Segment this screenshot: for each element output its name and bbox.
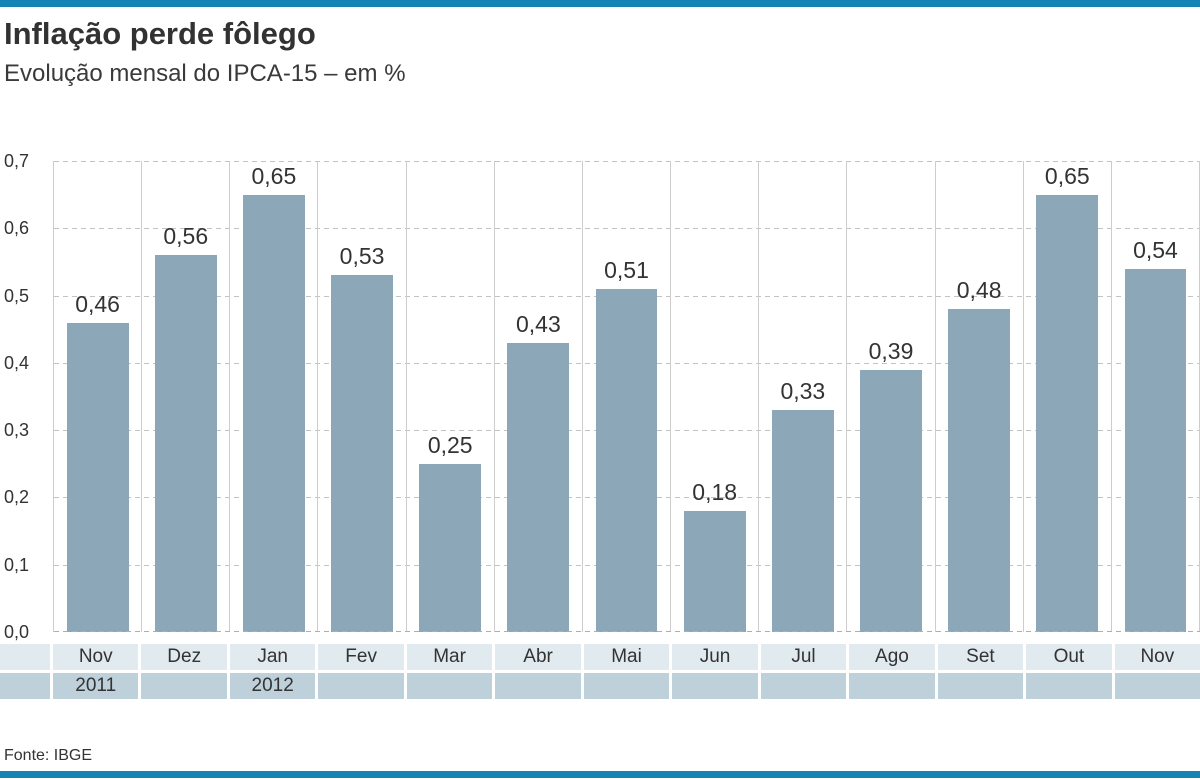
year-cell xyxy=(406,673,493,699)
bar-value-label: 0,18 xyxy=(692,478,738,505)
y-axis: 0,0 0,1 0,2 0,3 0,4 0,5 0,6 0,7 xyxy=(0,151,50,642)
year-cell xyxy=(1114,673,1200,699)
chart-column: 0,18 xyxy=(671,161,760,632)
month-cell: Dez xyxy=(141,644,227,670)
y-tick-label: 0,0 xyxy=(4,622,30,642)
month-cell: Mai xyxy=(583,644,670,670)
bar-value-label: 0,25 xyxy=(427,431,473,458)
month-band: Nov Dez Jan Fev Mar Abr Mai Jun Jul Ago Set Out Nov xyxy=(0,644,1200,670)
bar-value-label: 0,39 xyxy=(868,337,914,364)
year-cell: 2011 xyxy=(53,673,139,699)
chart-column: 0,46 xyxy=(54,161,143,632)
bar xyxy=(331,275,393,632)
month-cell: Jul xyxy=(760,644,847,670)
year-cell xyxy=(141,673,227,699)
bar xyxy=(1124,268,1187,632)
bar-value-label: 0,46 xyxy=(75,290,120,317)
year-cell xyxy=(760,673,847,699)
y-tick-label: 0,1 xyxy=(4,555,30,575)
bar xyxy=(507,342,570,632)
bar xyxy=(242,194,305,632)
month-cell: Set xyxy=(937,644,1024,670)
columns: 0,46 0,56 0,65 0,53 0,25 0,43 0,51 0,18 0,33 0,39… xyxy=(54,161,1200,632)
month-cell: Out xyxy=(1026,644,1112,670)
bar xyxy=(771,409,834,632)
month-cell: Mar xyxy=(406,644,493,670)
chart-column: 0,56 xyxy=(142,161,231,632)
y-tick-label: 0,3 xyxy=(4,420,30,440)
month-cell: Jan xyxy=(229,644,316,670)
month-cell: Fev xyxy=(318,644,404,670)
gridline xyxy=(54,161,1200,162)
y-tick-label: 0,2 xyxy=(4,487,30,507)
page-subtitle: Evolução mensal do IPCA-15 – em % xyxy=(4,60,406,87)
bar xyxy=(683,510,746,632)
chart-column: 0,25 xyxy=(407,161,495,632)
chart-column: 0,33 xyxy=(759,161,848,632)
bar-value-label: 0,51 xyxy=(604,256,649,283)
source-note: Fonte: IBGE xyxy=(4,747,93,764)
plot-area: 0,46 0,56 0,65 0,53 0,25 0,43 0,51 0,18 0,33 0,39… xyxy=(53,161,1200,632)
chart-column: 0,48 xyxy=(936,161,1024,632)
bar xyxy=(1036,194,1099,632)
year-cell xyxy=(1026,673,1112,699)
year-cell xyxy=(583,673,670,699)
year-cell xyxy=(849,673,935,699)
chart-column: 0,54 xyxy=(1112,161,1200,632)
year-cell xyxy=(318,673,404,699)
page-title: Inflação perde fôlego xyxy=(4,16,316,51)
month-band-gutter xyxy=(0,644,50,670)
y-tick-label: 0,5 xyxy=(4,286,30,306)
chart-column: 0,53 xyxy=(318,161,407,632)
bar-value-label: 0,53 xyxy=(339,243,385,270)
bar xyxy=(860,369,922,632)
bar-value-label: 0,48 xyxy=(956,277,1002,304)
year-band-gutter xyxy=(0,673,50,699)
y-tick-label: 0,7 xyxy=(4,151,30,171)
bar xyxy=(595,288,658,632)
y-tick-label: 0,6 xyxy=(4,218,30,238)
bar-value-label: 0,33 xyxy=(780,377,826,404)
month-cell: Abr xyxy=(495,644,581,670)
bar-value-label: 0,43 xyxy=(515,310,561,337)
chart-column: 0,65 xyxy=(1024,161,1112,632)
month-cell: Ago xyxy=(849,644,935,670)
year-cell: 2012 xyxy=(229,673,316,699)
chart-column: 0,51 xyxy=(583,161,672,632)
bottom-accent-bar xyxy=(0,771,1200,778)
bar xyxy=(66,322,129,632)
chart-column: 0,65 xyxy=(230,161,319,632)
bar-value-label: 0,65 xyxy=(251,162,297,189)
bar xyxy=(948,309,1011,632)
year-band: 2011 2012 xyxy=(0,673,1200,699)
bar xyxy=(154,255,217,632)
chart-column: 0,43 xyxy=(495,161,583,632)
bar-value-label: 0,56 xyxy=(163,223,209,250)
year-cell xyxy=(937,673,1024,699)
bar-value-label: 0,65 xyxy=(1044,162,1090,189)
gridline xyxy=(54,631,1200,632)
month-cell: Jun xyxy=(672,644,758,670)
chart-column: 0,39 xyxy=(847,161,936,632)
bar-value-label: 0,54 xyxy=(1133,236,1178,263)
gridline xyxy=(54,228,1200,229)
y-tick-label: 0,4 xyxy=(4,353,30,373)
top-accent-bar xyxy=(0,0,1200,7)
bar xyxy=(419,463,482,632)
month-cell: Nov xyxy=(53,644,139,670)
year-cell xyxy=(495,673,581,699)
year-cell xyxy=(672,673,758,699)
month-cell: Nov xyxy=(1114,644,1200,670)
